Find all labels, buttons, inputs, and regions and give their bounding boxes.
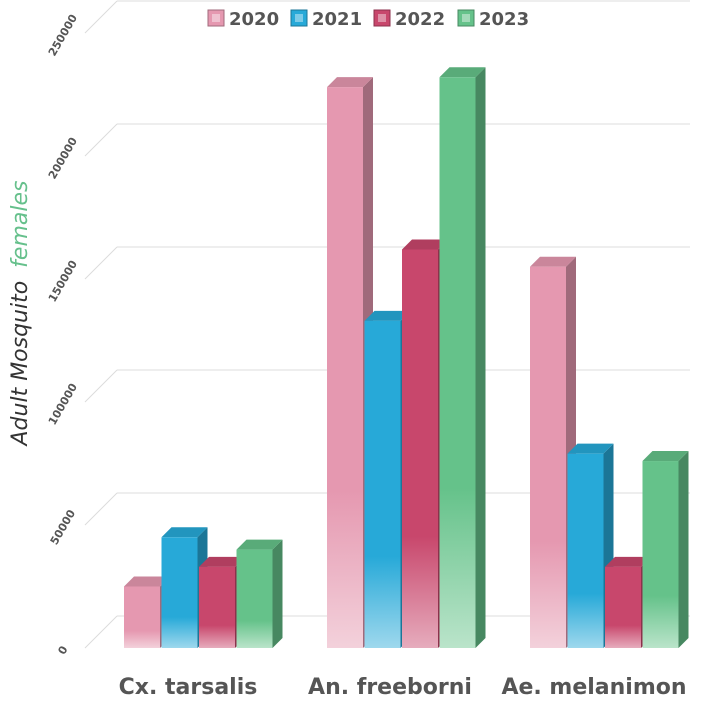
- legend-label: 2021: [312, 9, 362, 30]
- y-tick-label: 100000: [46, 381, 80, 428]
- bar-2023-1: [236, 539, 283, 648]
- gridline-slant: [84, 0, 118, 34]
- gridline-slant: [84, 246, 118, 280]
- category-label: Cx. tarsalis: [119, 675, 258, 700]
- gridline-slant: [84, 492, 118, 526]
- y-axis-label-dark: Adult Mosquito: [8, 281, 33, 448]
- legend: 2020 2021 2022 2023: [207, 9, 529, 30]
- legend-item-2023: 2023: [457, 9, 529, 30]
- legend-item-2021: 2021: [290, 9, 362, 30]
- gridline-slant: [84, 615, 118, 649]
- category-label: An. freeborni: [308, 675, 472, 700]
- y-tick-label: 50000: [48, 507, 79, 547]
- bar-2021-1: [161, 527, 208, 648]
- category-labels: Cx. tarsalis An. freeborni Ae. melanimon: [119, 675, 687, 700]
- bars: [124, 67, 689, 649]
- bar-2023-2: [439, 67, 486, 648]
- y-tick-label: 200000: [46, 135, 80, 182]
- category-label: Ae. melanimon: [501, 675, 686, 700]
- y-axis-label: Adult Mosquito females: [8, 180, 33, 447]
- gridline-slant: [84, 369, 118, 403]
- y-axis-ticks: 0 50000 100000 150000 200000 250000: [46, 12, 80, 657]
- y-tick-label: 250000: [46, 12, 80, 59]
- gridline-slant: [84, 123, 118, 157]
- y-tick-label: 150000: [46, 258, 80, 305]
- y-tick-label: 0: [55, 643, 70, 656]
- legend-label: 2020: [229, 9, 279, 30]
- legend-label: 2023: [479, 9, 529, 30]
- legend-item-2022: 2022: [373, 9, 445, 30]
- y-axis-label-green: females: [8, 180, 33, 267]
- legend-label: 2022: [395, 9, 445, 30]
- legend-item-2020: 2020: [207, 9, 279, 30]
- bar-2023-3: [642, 451, 689, 648]
- bar-2020-2: [327, 77, 373, 649]
